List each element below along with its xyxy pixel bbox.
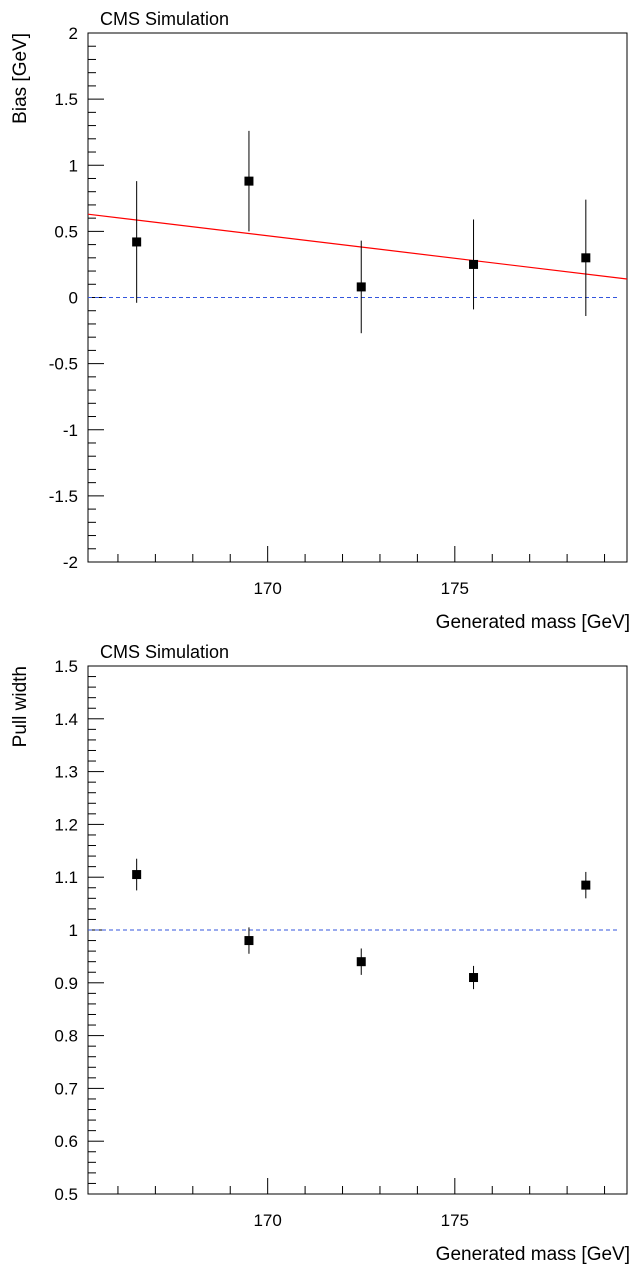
y-tick-label: 0.6 bbox=[54, 1132, 78, 1151]
y-tick-label: 0 bbox=[69, 289, 78, 308]
y-tick-label: 0.5 bbox=[54, 222, 78, 241]
y-tick-label: 1.3 bbox=[54, 763, 78, 782]
y-tick-label: 1 bbox=[69, 921, 78, 940]
data-point bbox=[469, 259, 479, 269]
y-tick-label: 0.9 bbox=[54, 974, 78, 993]
y-tick-label: -1.5 bbox=[49, 487, 78, 506]
data-point bbox=[356, 282, 366, 292]
y-tick-label: 1.5 bbox=[54, 657, 78, 676]
y-tick-label: 2 bbox=[69, 24, 78, 43]
chart-panel-1: 2 1.5 1 0.5 0 -0.5 -1 -1.5 -2 170 175 CMS Simulatio… bbox=[10, 9, 630, 633]
data-point bbox=[244, 936, 254, 946]
data-point bbox=[132, 870, 142, 880]
y-tick-label: -0.5 bbox=[49, 355, 78, 374]
x-axis-label: Generated mass [GeV] bbox=[436, 1244, 630, 1265]
data-point bbox=[581, 880, 591, 890]
y-axis-label: Bias [GeV] bbox=[10, 33, 31, 124]
data-point bbox=[244, 176, 254, 186]
y-tick-label: 1 bbox=[69, 156, 78, 175]
y-axis-label: Pull width bbox=[10, 666, 31, 747]
y-tick-label: 1.2 bbox=[54, 815, 78, 834]
x-tick-label: 170 bbox=[253, 1211, 281, 1230]
data-point bbox=[581, 253, 591, 263]
y-tick-label: 0.7 bbox=[54, 1079, 78, 1098]
data-point bbox=[356, 957, 366, 967]
chart-title: CMS Simulation bbox=[100, 642, 229, 662]
x-tick-label: 170 bbox=[253, 579, 281, 598]
x-axis-label: Generated mass [GeV] bbox=[436, 612, 630, 633]
data-point bbox=[469, 973, 479, 983]
y-tick-label: 0.5 bbox=[54, 1185, 78, 1204]
chart-title: CMS Simulation bbox=[100, 9, 229, 29]
fit-line bbox=[87, 213, 628, 280]
y-tick-label: 1.1 bbox=[54, 868, 78, 887]
y-tick-label: 0.8 bbox=[54, 1027, 78, 1046]
y-tick-label: 1.4 bbox=[54, 710, 78, 729]
y-tick-label: -1 bbox=[63, 421, 78, 440]
chart-panel-2: 1.5 1.4 1.3 1.2 1.1 1 0.9 0.8 0.7 0.6 0.5 170 175 CMS… bbox=[10, 642, 630, 1265]
y-tick-label: 1.5 bbox=[54, 90, 78, 109]
data-point bbox=[132, 237, 142, 247]
x-tick-label: 175 bbox=[441, 579, 469, 598]
x-tick-label: 175 bbox=[441, 1211, 469, 1230]
y-tick-label: -2 bbox=[63, 553, 78, 572]
